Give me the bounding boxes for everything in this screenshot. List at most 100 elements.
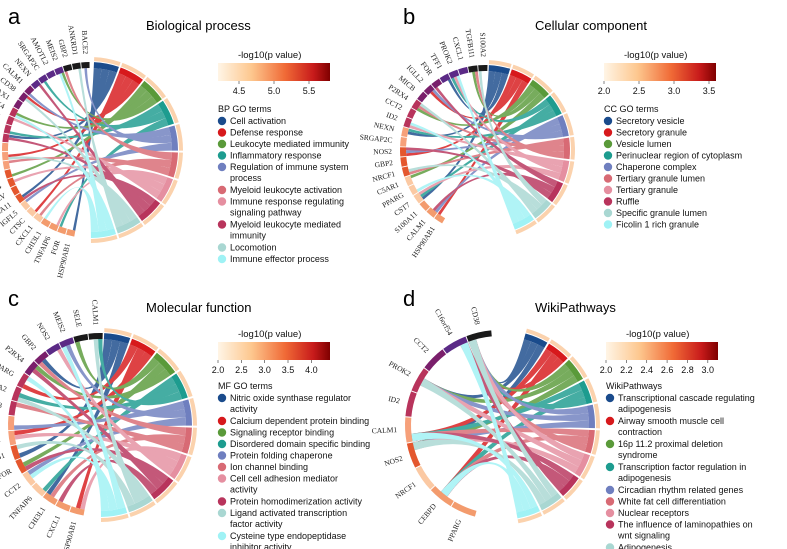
gene-sector [400,147,407,157]
gene-sector [408,184,419,196]
term-sector [168,125,178,151]
gene-label: CD38 [469,306,482,326]
chord-ribbon [64,71,172,161]
legend-label: Immune effector process [230,254,329,264]
legend-swatch [217,185,227,195]
gene-sector [18,92,29,103]
gene-label: PPARG [0,359,16,379]
gene-sector [419,200,431,212]
term-sector [150,476,174,500]
chord-ribbon [468,339,589,415]
chord-ribbons [8,68,172,232]
legend-swatch [605,393,615,403]
gene-sector [411,99,422,111]
gene-sector [3,124,12,134]
term-pvalue-band [533,75,553,94]
term-pvalue-band [100,513,129,522]
legend-label: Defense response [230,128,303,138]
colorbar-tick-label: 2.0 [212,365,225,375]
gene-sector [45,69,56,80]
term-sector [153,352,176,376]
term-pvalue-band [542,498,565,515]
chord-ribbon [412,439,546,505]
chord-ribbon [26,80,140,122]
legend-swatch [217,428,227,437]
chord-ribbons [411,339,589,513]
colorbar-title: -log10(p value) [626,329,689,340]
legend-label: 16p 11.2 proximal deletion syndrome [618,439,723,460]
chord-ribbons [14,339,187,511]
chord-ribbon [430,77,523,119]
gene-sector [4,169,13,179]
chord-ribbon [8,156,138,222]
legend-swatch [217,439,227,449]
chord-ribbon [34,73,126,213]
gene-sector [55,500,71,512]
gene-sector [405,391,417,417]
chord-ribbon [59,118,169,228]
chord-ribbon [411,432,538,509]
gene-label: CEBPD [416,501,439,526]
term-sector [90,228,117,238]
term-pvalue-band [515,220,537,235]
term-sector [167,152,178,178]
chord-ribbon [57,348,175,476]
gene-sector [404,175,414,187]
legend-label: Chaperone complex [616,162,697,172]
chord-ribbon [13,118,161,199]
panel-title: Cellular component [535,18,647,33]
colorbar-tick-label: 3.5 [703,86,716,96]
gene-sector [443,336,468,354]
gene-sector [46,343,62,356]
legend-swatch [605,543,615,549]
gene-sector [30,79,41,90]
term-pvalue-band [512,64,535,78]
legend-swatch [217,416,227,426]
gene-sector [13,99,23,110]
chord-ribbon [84,68,172,144]
term-sector [516,505,540,519]
chord-ribbon [98,339,183,406]
gene-label: CD38 [0,398,3,410]
legend-title: MF GO terms [218,381,273,391]
legend-swatch [603,151,613,160]
term-pvalue-band [94,57,121,66]
chord-ribbon [435,86,558,188]
gene-sector [88,333,103,340]
panel-label: a [8,4,21,29]
gene-sector [22,471,36,486]
term-sector [181,427,192,454]
gene-sector [34,351,49,365]
legend-swatch [217,531,227,541]
term-sector [103,333,131,344]
term-pvalue-band [174,152,183,180]
term-pvalue-band [564,161,575,184]
gene-sector [478,65,488,72]
term-sector [157,100,174,126]
term-pvalue-band [175,124,183,151]
legend-swatch [603,162,613,172]
chord-ribbon [15,90,153,129]
legend-label: Nitric oxide synthase regulator activity [230,393,351,414]
legend-swatch [217,393,227,403]
gene-sector [2,133,10,143]
chord-ribbon [24,98,131,225]
gene-label: GBP2 [20,332,39,352]
term-sector [523,333,548,348]
term-pvalue-band [154,481,178,504]
term-sector [512,214,534,230]
gene-sector [10,185,20,196]
chord-ribbon [38,84,145,217]
gene-sector [423,84,435,96]
gene-label: NOS2 [35,321,53,342]
term-pvalue-band [189,397,197,426]
legend-swatch [603,220,613,229]
legend-label: Ficolin 1 rich granule [616,220,699,230]
legend-title: CC GO terms [604,104,659,114]
legend-title: BP GO terms [218,104,272,114]
legend-label: Calcium dependent protein binding [230,416,369,426]
term-sector [531,199,552,219]
gene-label: FOR [49,239,62,256]
gene-sector [54,66,64,76]
legend-swatch [603,208,613,218]
